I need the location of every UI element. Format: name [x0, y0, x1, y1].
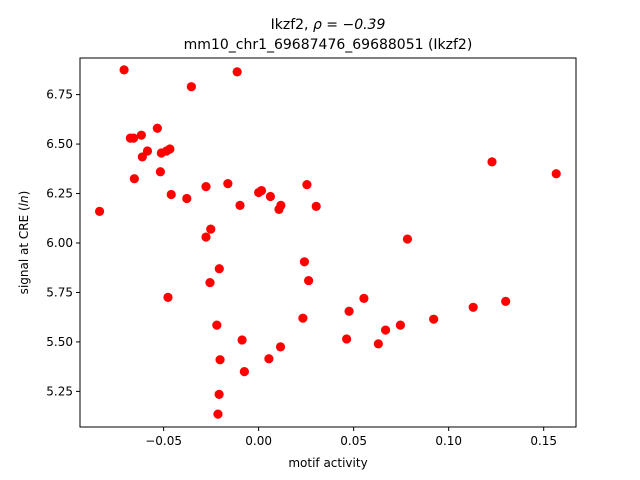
- data-point: [402, 234, 413, 244]
- y-tick-label: 6.00: [46, 236, 73, 250]
- chart-title-line1: Ikzf2, ρ = −0.39: [271, 17, 386, 33]
- y-tick-label: 6.75: [46, 88, 73, 102]
- data-point: [359, 293, 369, 303]
- data-point: [213, 409, 223, 419]
- data-point: [166, 189, 176, 200]
- data-point: [468, 302, 478, 312]
- x-axis-label: motif activity: [288, 456, 367, 470]
- data-point: [264, 354, 274, 364]
- data-point: [429, 314, 439, 324]
- data-point: [214, 389, 224, 399]
- data-point: [206, 224, 216, 234]
- data-point: [212, 320, 222, 330]
- plot-area-frame: [79, 57, 577, 428]
- data-point: [201, 232, 211, 242]
- data-point: [275, 342, 286, 352]
- data-point: [214, 264, 224, 274]
- data-point: [344, 306, 354, 316]
- data-point: [232, 67, 242, 77]
- y-axis-label: signal at CRE (ln): [17, 191, 31, 295]
- data-point: [165, 144, 175, 154]
- x-tick-label: 0.00: [245, 434, 272, 448]
- data-point: [129, 174, 139, 184]
- data-point: [380, 325, 391, 335]
- x-tick-label: 0.10: [435, 434, 462, 448]
- data-point: [342, 334, 352, 344]
- data-point: [551, 169, 561, 179]
- data-point: [152, 123, 162, 133]
- data-point: [163, 292, 173, 303]
- data-point: [395, 320, 406, 330]
- data-point: [304, 275, 314, 286]
- data-point: [265, 191, 276, 202]
- data-point: [239, 367, 249, 377]
- x-tick-label: 0.05: [340, 434, 367, 448]
- data-point: [137, 152, 147, 162]
- data-point: [182, 193, 192, 204]
- data-point: [298, 313, 308, 323]
- data-point: [136, 130, 146, 140]
- data-point: [215, 355, 225, 365]
- x-tick-label: −0.05: [145, 434, 182, 448]
- data-point: [276, 200, 286, 211]
- y-tick-label: 5.50: [46, 335, 73, 349]
- y-tick-label: 5.25: [46, 384, 73, 398]
- x-tick-label: 0.15: [530, 434, 557, 448]
- data-point: [205, 277, 215, 288]
- chart-title-line2: mm10_chr1_69687476_69688051 (Ikzf2): [184, 37, 473, 53]
- data-point: [487, 157, 497, 167]
- data-point: [311, 201, 321, 211]
- data-points: [94, 65, 561, 419]
- axis-ticks: −0.05 0.00 0.05 0.10 0.15 5.25 5.50 5.75 6.00 6.2…: [46, 88, 557, 448]
- data-point: [237, 335, 247, 345]
- y-tick-label: 5.75: [46, 285, 73, 299]
- data-point: [142, 146, 153, 156]
- data-point: [155, 167, 165, 177]
- data-point: [256, 185, 267, 196]
- data-point: [201, 182, 211, 192]
- y-tick-label: 6.25: [46, 187, 73, 201]
- data-point: [186, 82, 196, 92]
- data-point: [223, 179, 233, 189]
- data-point: [119, 65, 129, 75]
- data-point: [94, 206, 105, 216]
- data-point: [299, 257, 310, 267]
- y-tick-label: 6.50: [46, 137, 73, 151]
- data-point: [373, 339, 383, 349]
- data-point: [501, 296, 511, 306]
- data-point: [128, 133, 139, 143]
- data-point: [302, 180, 312, 190]
- data-point: [235, 200, 245, 211]
